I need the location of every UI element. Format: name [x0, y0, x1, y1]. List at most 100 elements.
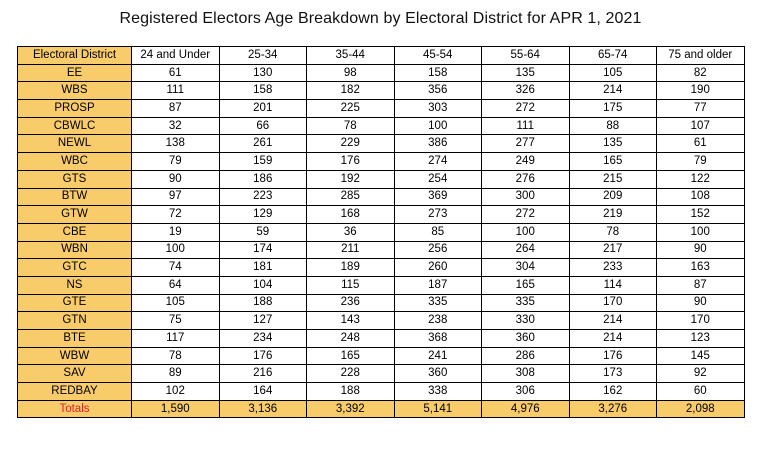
- count-cell: 276: [481, 169, 570, 189]
- count-cell: 158: [393, 63, 482, 83]
- count-cell: 165: [568, 152, 657, 171]
- count-cell: 249: [481, 152, 570, 171]
- count-cell: 186: [218, 169, 307, 189]
- table-row: BTW 97 223 285 369 300 209 108: [17, 187, 745, 207]
- count-cell: 233: [568, 258, 657, 277]
- count-cell: 188: [306, 382, 395, 401]
- count-cell: 300: [481, 187, 570, 207]
- count-cell: 189: [306, 258, 395, 277]
- district-cell: GTC: [17, 258, 132, 277]
- count-cell: 90: [656, 240, 745, 260]
- count-cell: 79: [131, 152, 220, 171]
- column-header-55-64: 55-64: [481, 46, 570, 65]
- count-cell: 32: [131, 116, 220, 136]
- count-cell: 72: [131, 205, 220, 224]
- table-row: GTC 74 181 189 260 304 233 163: [17, 258, 745, 277]
- district-cell: WBN: [17, 240, 132, 260]
- count-cell: 326: [481, 81, 570, 101]
- totals-label: Totals: [17, 399, 132, 419]
- count-cell: 187: [393, 275, 482, 295]
- district-cell: GTE: [17, 293, 132, 313]
- count-cell: 105: [131, 293, 220, 313]
- column-header-45-54: 45-54: [393, 46, 482, 65]
- count-cell: 159: [218, 152, 307, 171]
- count-cell: 360: [393, 364, 482, 384]
- count-cell: 135: [568, 134, 657, 154]
- table-row: PROSP 87 201 225 303 272 175 77: [17, 99, 745, 118]
- count-cell: 236: [306, 293, 395, 313]
- count-cell: 303: [393, 99, 482, 118]
- count-cell: 229: [306, 134, 395, 154]
- total-cell: 4,976: [481, 399, 570, 419]
- district-cell: REDBAY: [17, 382, 132, 401]
- count-cell: 181: [218, 258, 307, 277]
- total-cell: 3,392: [306, 399, 395, 419]
- count-cell: 248: [306, 329, 395, 348]
- district-cell: WBC: [17, 152, 132, 171]
- count-cell: 123: [656, 329, 745, 348]
- count-cell: 386: [393, 134, 482, 154]
- table-row: EE 61 130 98 158 135 105 82: [17, 63, 745, 83]
- district-cell: BTW: [17, 187, 132, 207]
- count-cell: 285: [306, 187, 395, 207]
- table-row: GTS 90 186 192 254 276 215 122: [17, 169, 745, 189]
- district-cell: WBW: [17, 346, 132, 366]
- count-cell: 170: [656, 311, 745, 330]
- count-cell: 308: [481, 364, 570, 384]
- count-cell: 59: [218, 222, 307, 242]
- count-cell: 228: [306, 364, 395, 384]
- count-cell: 145: [656, 346, 745, 366]
- count-cell: 111: [131, 81, 220, 101]
- count-cell: 174: [218, 240, 307, 260]
- count-cell: 304: [481, 258, 570, 277]
- count-cell: 238: [393, 311, 482, 330]
- count-cell: 176: [568, 346, 657, 366]
- table-footer: Totals 1,590 3,136 3,392 5,141 4,976 3,2…: [17, 399, 745, 419]
- count-cell: 261: [218, 134, 307, 154]
- count-cell: 138: [131, 134, 220, 154]
- count-cell: 75: [131, 311, 220, 330]
- count-cell: 170: [568, 293, 657, 313]
- count-cell: 286: [481, 346, 570, 366]
- count-cell: 182: [306, 81, 395, 101]
- count-cell: 122: [656, 169, 745, 189]
- count-cell: 176: [218, 346, 307, 366]
- table-row: REDBAY 102 164 188 338 306 162 60: [17, 382, 745, 401]
- count-cell: 135: [481, 63, 570, 83]
- count-cell: 216: [218, 364, 307, 384]
- count-cell: 165: [481, 275, 570, 295]
- count-cell: 100: [481, 222, 570, 242]
- district-cell: BTE: [17, 329, 132, 348]
- count-cell: 114: [568, 275, 657, 295]
- count-cell: 254: [393, 169, 482, 189]
- document-title: Registered Electors Age Breakdown by Ele…: [119, 10, 642, 27]
- count-cell: 98: [306, 63, 395, 83]
- count-cell: 214: [568, 329, 657, 348]
- count-cell: 130: [218, 63, 307, 83]
- table-body: EE 61 130 98 158 135 105 82 WBS 111 158 182 356 326 21…: [17, 63, 745, 401]
- count-cell: 173: [568, 364, 657, 384]
- table-row: BTE 117 234 248 368 360 214 123: [17, 329, 745, 348]
- table-row: WBW 78 176 165 241 286 176 145: [17, 346, 745, 366]
- count-cell: 77: [656, 99, 745, 118]
- totals-row: Totals 1,590 3,136 3,392 5,141 4,976 3,2…: [17, 399, 745, 419]
- table-row: CBE 19 59 36 85 100 78 100: [17, 222, 745, 242]
- count-cell: 368: [393, 329, 482, 348]
- count-cell: 192: [306, 169, 395, 189]
- count-cell: 61: [656, 134, 745, 154]
- count-cell: 162: [568, 382, 657, 401]
- column-header-65-74: 65-74: [568, 46, 657, 65]
- count-cell: 152: [656, 205, 745, 224]
- count-cell: 165: [306, 346, 395, 366]
- count-cell: 219: [568, 205, 657, 224]
- count-cell: 306: [481, 382, 570, 401]
- district-cell: CBE: [17, 222, 132, 242]
- count-cell: 78: [131, 346, 220, 366]
- count-cell: 272: [481, 99, 570, 118]
- table-row: GTW 72 129 168 273 272 219 152: [17, 205, 745, 224]
- count-cell: 102: [131, 382, 220, 401]
- count-cell: 274: [393, 152, 482, 171]
- count-cell: 111: [481, 116, 570, 136]
- count-cell: 129: [218, 205, 307, 224]
- count-cell: 78: [306, 116, 395, 136]
